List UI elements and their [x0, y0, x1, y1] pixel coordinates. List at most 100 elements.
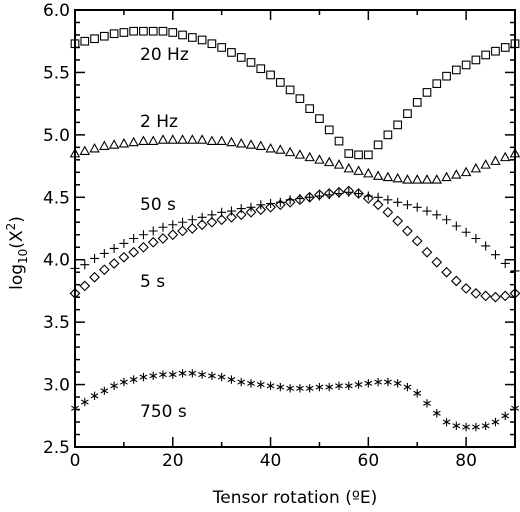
point-plus [393, 197, 403, 207]
point-diamond [245, 206, 257, 218]
point-plus [236, 204, 246, 214]
point-diamond [402, 225, 413, 237]
point-diamond [138, 241, 149, 253]
point-diamond [128, 246, 140, 258]
point-square [158, 26, 168, 36]
y-axis-label-superscript: 2 [4, 223, 18, 231]
point-diamond [89, 271, 100, 283]
point-plus [402, 200, 412, 210]
point-diamond [79, 280, 91, 292]
point-diamond [362, 193, 374, 204]
point-plus [187, 215, 197, 225]
point-asterisk [393, 379, 402, 388]
point-square [344, 149, 354, 158]
point-asterisk [168, 370, 177, 379]
point-diamond [411, 235, 423, 247]
point-triangle [275, 144, 286, 154]
point-asterisk [276, 382, 285, 392]
series-label-2hz: 2 Hz [140, 112, 178, 132]
point-square [373, 140, 383, 150]
point-diamond [226, 211, 237, 223]
point-square [451, 65, 461, 75]
point-diamond [441, 266, 452, 278]
point-diamond [274, 199, 286, 211]
point-diamond [118, 251, 130, 263]
point-plus [129, 233, 139, 243]
point-asterisk [159, 370, 167, 379]
point-square [491, 46, 500, 56]
y-axis-label-paren: (X [7, 230, 27, 249]
point-plus [471, 233, 481, 243]
series-triangle [69, 134, 520, 184]
point-triangle [255, 140, 267, 150]
point-square [227, 48, 236, 57]
point-diamond [421, 246, 433, 258]
point-square [275, 78, 285, 87]
point-diamond [255, 204, 267, 216]
series-markers [69, 26, 520, 432]
point-triangle [470, 162, 482, 173]
point-square [168, 28, 178, 37]
point-square [295, 94, 305, 103]
point-plus [490, 250, 500, 260]
point-square [70, 39, 80, 49]
point-diamond [186, 223, 198, 234]
point-triangle [314, 154, 325, 164]
point-asterisk [491, 417, 500, 427]
y-axis-label-subscript: 10 [16, 249, 30, 264]
point-diamond [177, 225, 188, 237]
point-diamond [98, 264, 110, 276]
point-square [412, 98, 422, 107]
point-square [119, 28, 129, 37]
point-square [139, 26, 148, 36]
y-axis-label-group: log10(X2) [4, 216, 30, 290]
point-asterisk [256, 380, 265, 389]
point-square [481, 50, 491, 60]
point-asterisk [354, 380, 363, 389]
point-asterisk [237, 377, 246, 387]
point-plus [109, 243, 119, 253]
series-label-5s: 5 s [140, 272, 165, 292]
series-label-20hz: 20 Hz [140, 45, 189, 65]
point-triangle [265, 142, 276, 153]
point-square [461, 60, 471, 70]
point-diamond [450, 275, 462, 287]
point-triangle [441, 171, 452, 182]
point-asterisk [383, 377, 392, 387]
point-square [334, 136, 344, 146]
point-triangle [382, 171, 394, 182]
point-square [217, 43, 227, 52]
point-asterisk [432, 409, 441, 418]
point-asterisk [325, 382, 334, 392]
point-plus [363, 191, 373, 201]
point-asterisk [100, 386, 109, 396]
point-diamond [304, 191, 316, 203]
point-triangle [235, 137, 247, 148]
point-triangle [128, 136, 139, 147]
point-asterisk [227, 375, 236, 384]
point-triangle [187, 134, 198, 144]
point-asterisk [462, 422, 471, 432]
y-tick-label: 3.5 [43, 313, 70, 333]
point-square [363, 150, 373, 160]
point-diamond [323, 188, 335, 199]
point-triangle [138, 135, 149, 145]
point-plus [178, 217, 188, 227]
point-asterisk [188, 369, 197, 378]
point-asterisk [305, 384, 314, 393]
point-square [383, 130, 393, 140]
point-triangle [499, 151, 511, 162]
point-diamond [490, 291, 501, 303]
point-plus [119, 238, 129, 248]
point-square [324, 125, 334, 135]
point-plus [226, 206, 236, 216]
point-square [354, 150, 363, 160]
point-square [422, 88, 432, 97]
point-diamond [108, 258, 120, 269]
point-square [403, 109, 412, 118]
point-asterisk [149, 371, 158, 381]
y-tick-label: 6.0 [43, 1, 70, 21]
point-triangle [79, 145, 91, 155]
point-triangle [294, 149, 306, 159]
